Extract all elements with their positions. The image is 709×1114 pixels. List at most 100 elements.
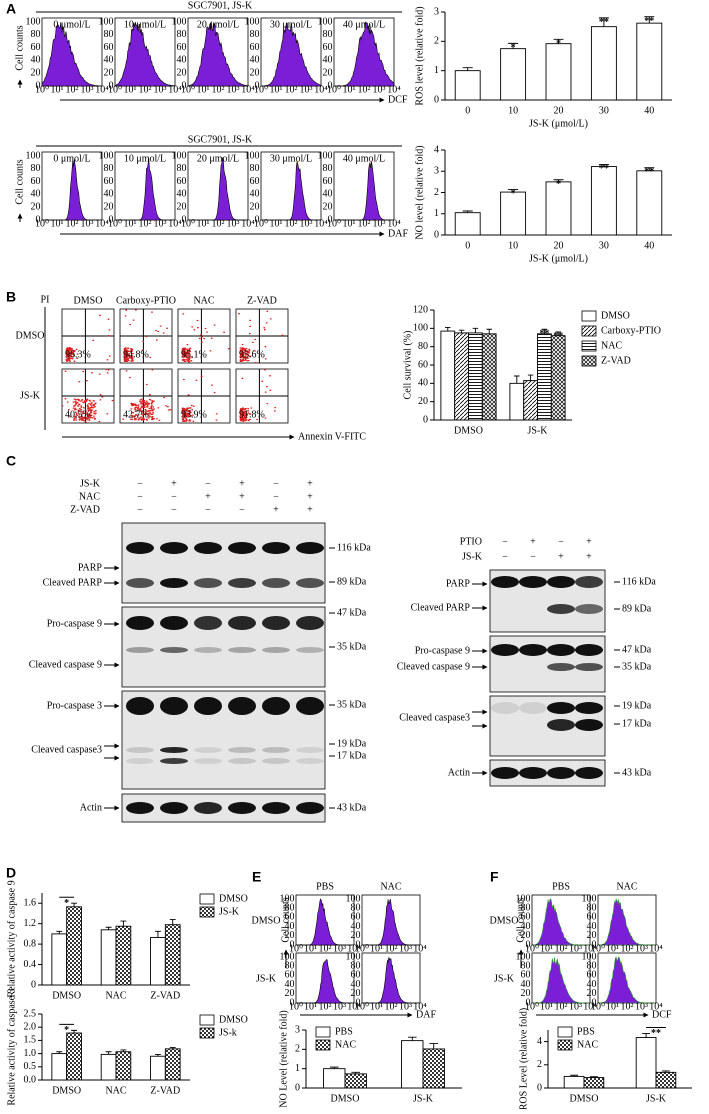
marker-label: 35 kDa [622,661,652,672]
error-bar [120,1049,127,1052]
concentration-label: 0 μmol/L [53,19,90,30]
histogram-y-tick: 80 [104,29,114,40]
histogram-y-tick: 20 [323,67,333,78]
histogram-y-tick: 40 [104,189,114,200]
bar [583,1077,605,1089]
histogram-y-tick: 60 [250,42,260,53]
treatment-sign: − [205,478,211,489]
histogram [42,159,102,221]
histogram-y-tick: 100 [318,16,333,27]
x-tick-label: 20 [554,240,564,251]
histogram-x-tick: 10⁰ [254,218,268,229]
histogram-y-tick: 40 [250,55,260,66]
x-tick-label: NAC [105,990,126,1001]
y-tick-label: 0.0 [24,1074,37,1085]
legend-label: JS-k [219,1027,237,1038]
panel-letter: B [6,289,16,305]
histogram-x-tick: 10⁴ [387,218,401,229]
histogram-y-tick: 20 [104,67,114,78]
quadrant-percent: 95.6% [239,349,265,360]
histogram-x-tick: 10¹ [606,1001,619,1012]
histogram-y-tick: 100 [172,150,187,161]
histogram-y-tick: 100 [346,951,361,962]
histogram-x-tick: 10² [66,218,79,229]
band-label: Cleaved PARP [411,602,471,613]
x-tick-label: 10 [508,240,518,251]
y-tick-label: 1.6 [24,898,37,909]
histogram-y-tick: 80 [104,163,114,174]
histogram-x-tick: 10⁰ [108,84,122,95]
error-bar [105,1051,112,1055]
legend-label: NAC [335,1039,356,1050]
x-tick-label: DMSO [331,1093,360,1104]
histogram-y-tick: 0 [109,80,114,91]
histogram-y-tick: 40 [587,979,597,990]
blot-band [519,644,547,656]
flow-dots [122,369,172,422]
x-tick-label: JS-K [527,425,548,436]
significance-mark: ** [553,331,563,342]
legend-label: DMSO [219,1014,248,1025]
legend-swatch [315,1039,331,1051]
histogram [41,22,103,87]
histogram-y-tick: 60 [177,176,187,187]
histogram [114,21,176,87]
concentration-label: 30 μmol/L [270,153,312,164]
blot-band [575,663,603,671]
blot-band [160,747,188,753]
histogram-x-tick: 10⁰ [108,218,122,229]
y-tick-label: 100 [413,323,428,334]
histogram-y-tick: 100 [516,893,531,904]
y-axis-label: Cell counts [515,897,526,942]
y-tick-label: 2 [295,1044,300,1055]
treatment-label: JS-K [462,551,483,562]
x-tick-label: 10 [508,105,518,116]
blot-band [296,578,324,588]
histogram-x-tick: 10⁰ [181,218,195,229]
histogram-y-tick: 60 [31,176,41,187]
histogram-y-tick: 60 [285,970,295,981]
histogram-y-tick: 0 [526,939,531,950]
histogram-x-tick: 10¹ [540,1001,553,1012]
quadrant-percent: 94.8% [123,349,149,360]
blot-band [547,767,575,779]
y-tick-label: 2.5 [24,1008,37,1019]
blot-band [126,747,154,753]
y-tick-label: 20 [418,396,428,407]
histogram-y-tick: 0 [356,939,361,950]
y-tick-label: 40 [418,378,428,389]
x-tick-label: 30 [599,240,609,251]
blot-band [194,578,222,588]
histogram-x-tick: 10³ [81,84,94,95]
y-tick-label: 4 [434,144,439,155]
blot-band [575,644,603,656]
treatment-sign: − [137,478,143,489]
blot-band [296,697,324,715]
y-tick-label: 3 [295,1024,300,1035]
significance-mark: * [511,189,516,200]
band-label: Pro-caspase 3 [47,700,102,711]
bar [100,929,117,986]
treatment-sign: − [273,478,279,489]
bar [563,1075,585,1089]
legend-swatch [557,1039,573,1051]
quadrant-percent: 42.7% [123,409,149,420]
histogram-x-tick: 10³ [154,84,167,95]
histogram-x-tick: 10⁰ [181,84,195,95]
histogram-y-tick: 0 [328,80,333,91]
histogram [598,897,656,946]
blot-band [262,616,290,630]
marker-label: 116 kDa [337,542,371,553]
band-label: Cleaved caspase 9 [397,661,470,672]
legend-label: DMSO [601,310,630,321]
legend-label: JS-K [219,906,240,917]
error-bar [56,1051,63,1054]
error-bar [445,326,451,332]
bar [164,924,181,986]
significance-mark: * [64,898,69,909]
histogram-x-tick: 10⁰ [289,1001,303,1012]
bar [500,48,527,101]
flow-dots [65,314,111,363]
row-label: DMSO [16,330,45,341]
